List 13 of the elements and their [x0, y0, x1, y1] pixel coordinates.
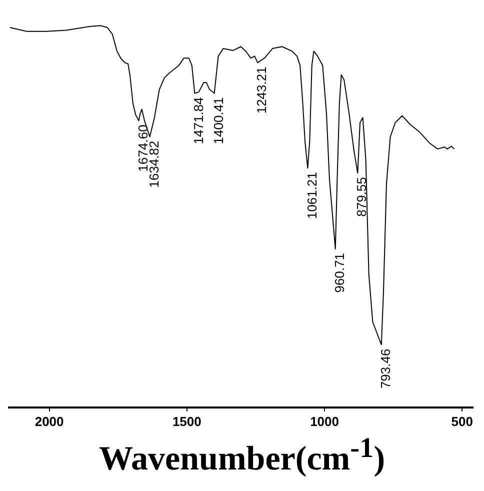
annotation: 1471.84 [191, 97, 206, 144]
annotation: 1243.21 [254, 66, 270, 114]
annotation: 1400.41 [210, 97, 226, 144]
annotation: 1674.60 [135, 124, 150, 172]
annotation: 879.55 [354, 176, 370, 217]
annotation: 1061.21 [304, 172, 320, 220]
annotation: 793.46 [378, 348, 393, 389]
x-tick-label: 1500 [172, 414, 202, 429]
x-tick-label: 2000 [34, 414, 64, 429]
x-axis-title: Wavenumber(cm$^{-1}$) [98, 433, 386, 478]
x-tick-label: 1000 [310, 414, 339, 429]
x-tick-label: 500 [451, 414, 474, 429]
annotation: 960.71 [332, 252, 347, 293]
